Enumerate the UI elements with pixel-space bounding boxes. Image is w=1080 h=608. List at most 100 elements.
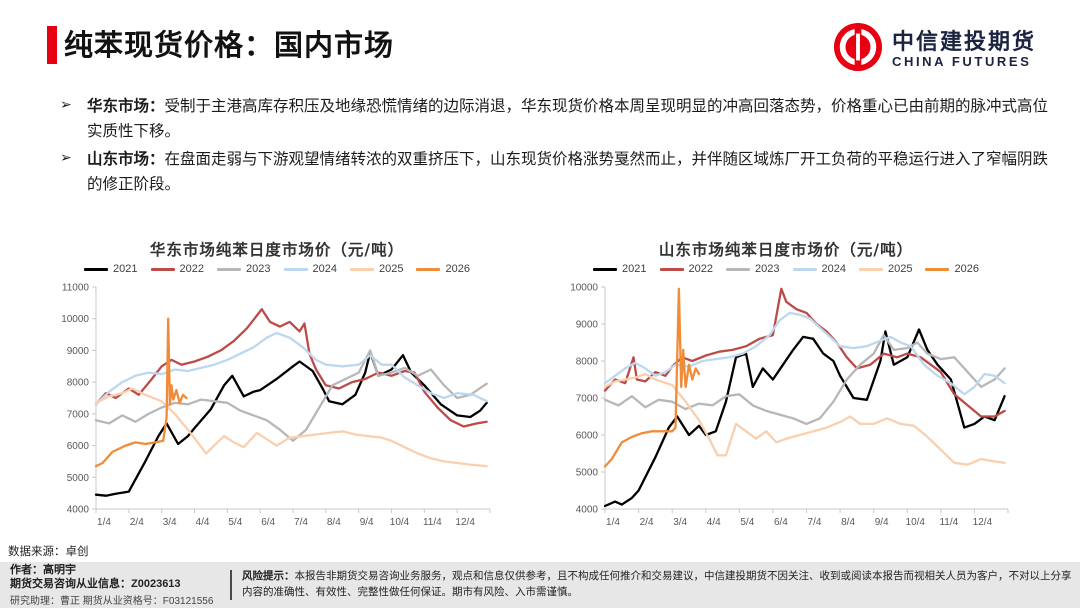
svg-text:6000: 6000 (67, 441, 90, 452)
series-line-2026 (603, 287, 701, 468)
bullet-arrow-icon: ➢ (60, 150, 72, 167)
legend-label: 2025 (378, 263, 404, 275)
series-line-2026 (94, 317, 188, 468)
svg-text:1/4: 1/4 (606, 517, 620, 528)
data-source-note: 数据来源：卓创 (8, 546, 89, 558)
legend-item-2024: 2024 (792, 263, 846, 275)
assistant-license: 研究助理：曹正 期货从业资格号：F03121556 (10, 596, 214, 608)
bullet-body: 受制于主港高库存积压及地缘恐慌情绪的边际消退，华东现货价格本周呈现明显的冲高回落… (87, 97, 1049, 141)
bullet-body: 在盘面走弱与下游观望情绪转浓的双重挤压下，山东现货价格涨势戛然而止，并伴随区域炼… (87, 150, 1049, 194)
legend-label: 2026 (445, 263, 470, 275)
legend-item-2023: 2023 (726, 263, 780, 275)
svg-text:9000: 9000 (576, 320, 599, 331)
svg-text:8000: 8000 (576, 357, 599, 368)
chart-plot-area: 4000 5000 6000 7000 8000 9000 10000 11000 1/4 2/4… (61, 283, 491, 528)
summary-bullets: ➢ 华东市场：受制于主港高库存积压及地缘恐慌情绪的边际消退，华东现货价格本周呈现… (60, 93, 1052, 199)
svg-text:5/4: 5/4 (740, 517, 754, 528)
svg-text:6/4: 6/4 (774, 517, 788, 528)
svg-text:3/4: 3/4 (163, 517, 177, 528)
svg-text:11/4: 11/4 (939, 517, 958, 528)
chart-plot-area: 4000 5000 6000 7000 8000 9000 10000 1/4 2/4 3/4 4/… (570, 283, 1009, 528)
legend-swatch-icon (858, 267, 883, 271)
legend-item-2026: 2026 (416, 263, 470, 275)
legend-item-2021: 2021 (84, 263, 138, 275)
svg-text:10000: 10000 (61, 314, 89, 325)
legend-swatch-icon (283, 267, 308, 271)
page-title: 纯苯现货价格：国内市场 (64, 30, 395, 62)
chart-east-china-benzene-price: 华东市场纯苯日度市场价（元/吨） 2021 2022 2023 2024 2025 202… (56, 238, 498, 536)
svg-text:10/4: 10/4 (906, 517, 926, 528)
legend-swatch-icon (792, 267, 817, 271)
risk-text: 本报告非期货交易咨询业务服务，观点和信息仅供参考，且不构成任何推介和交易建议，中… (242, 570, 1072, 598)
legend-swatch-icon (217, 267, 242, 271)
logo-text: 中信建投期货 CHINA FUTURES (892, 30, 1036, 68)
svg-text:7/4: 7/4 (808, 517, 822, 528)
series-line-2024 (603, 311, 1006, 396)
svg-text:7/4: 7/4 (294, 517, 308, 528)
legend-item-2024: 2024 (283, 263, 337, 275)
legend-label: 2021 (622, 263, 647, 275)
bullet-text: 华东市场：受制于主港高库存积压及地缘恐慌情绪的边际消退，华东现货价格本周呈现明显… (87, 93, 1052, 144)
chart-shandong-benzene-price: 山东市场纯苯日度市场价（元/吨） 2021 2022 2023 2024 2025 202… (560, 238, 1012, 536)
svg-text:10/4: 10/4 (390, 517, 410, 528)
citic-logo-icon (833, 22, 883, 77)
svg-text:12/4: 12/4 (455, 517, 475, 528)
series-line-2025 (94, 387, 488, 468)
svg-text:9/4: 9/4 (875, 517, 889, 528)
author-license: 期货交易咨询从业信息：Z0023613 (10, 578, 181, 590)
svg-text:4/4: 4/4 (707, 517, 721, 528)
author-info: 作者：高明宇 期货交易咨询从业信息：Z0023613 研究助理：曹正 期货从业资… (0, 563, 228, 608)
legend-label: 2025 (887, 263, 913, 275)
series-line-2023 (603, 333, 1006, 426)
chart-legend: 2021 2022 2023 2024 2025 2026 (56, 260, 498, 278)
legend-swatch-icon (726, 267, 751, 271)
svg-text:2/4: 2/4 (640, 517, 654, 528)
risk-disclaimer: 风险提示：本报告非期货交易咨询业务服务，观点和信息仅供参考，且不构成任何推介和交… (242, 569, 1080, 601)
legend-item-2025: 2025 (349, 263, 404, 275)
chart-title: 华东市场纯苯日度市场价（元/吨） (149, 240, 405, 259)
series-line-2022 (603, 287, 1006, 418)
svg-text:9000: 9000 (67, 346, 90, 357)
title-accent-bar (47, 26, 57, 64)
legend-swatch-icon (84, 267, 109, 271)
legend-item-2021: 2021 (593, 263, 647, 275)
bullet-lead: 山东市场： (87, 149, 165, 169)
svg-text:10000: 10000 (570, 283, 598, 294)
legend-item-2022: 2022 (659, 263, 713, 275)
author-name: 作者：高明宇 (10, 563, 76, 576)
footer-band: 作者：高明宇 期货交易咨询从业信息：Z0023613 研究助理：曹正 期货从业资… (0, 562, 1080, 608)
legend-swatch-icon (349, 267, 374, 271)
svg-text:4000: 4000 (576, 505, 599, 516)
svg-text:11/4: 11/4 (423, 517, 442, 528)
bullet-text: 山东市场：在盘面走弱与下游观望情绪转浓的双重挤压下，山东现货价格涨势戛然而止，并… (87, 146, 1052, 197)
legend-item-2023: 2023 (217, 263, 271, 275)
svg-text:7000: 7000 (67, 409, 90, 420)
legend-swatch-icon (150, 267, 175, 271)
footer-divider (230, 570, 232, 600)
bullet-arrow-icon: ➢ (60, 97, 72, 113)
legend-item-2022: 2022 (150, 263, 205, 275)
svg-text:1/4: 1/4 (97, 517, 111, 528)
svg-text:11000: 11000 (62, 283, 90, 294)
bullet-east-china: ➢ 华东市场：受制于主港高库存积压及地缘恐慌情绪的边际消退，华东现货价格本周呈现… (60, 93, 1052, 144)
svg-text:6000: 6000 (576, 431, 599, 442)
legend-swatch-icon (416, 267, 441, 271)
chart-legend: 2021 2022 2023 2024 2025 2026 (560, 260, 1012, 278)
logo-chinese-name: 中信建投期货 (891, 29, 1036, 55)
series-line-2023 (94, 349, 488, 442)
legend-label: 2024 (821, 263, 846, 275)
svg-text:5/4: 5/4 (228, 517, 242, 528)
svg-text:5000: 5000 (67, 473, 90, 484)
svg-text:8000: 8000 (67, 378, 90, 389)
legend-label: 2023 (755, 263, 780, 275)
legend-label: 2022 (179, 263, 205, 275)
legend-item-2026: 2026 (925, 263, 979, 275)
svg-text:4/4: 4/4 (196, 517, 210, 528)
svg-text:7000: 7000 (576, 394, 599, 405)
series-line-2021 (603, 328, 1006, 508)
svg-text:8/4: 8/4 (841, 517, 855, 528)
svg-text:9/4: 9/4 (360, 517, 374, 528)
svg-text:3/4: 3/4 (673, 517, 687, 528)
company-logo: 中信建投期货 CHINA FUTURES (833, 22, 1036, 77)
